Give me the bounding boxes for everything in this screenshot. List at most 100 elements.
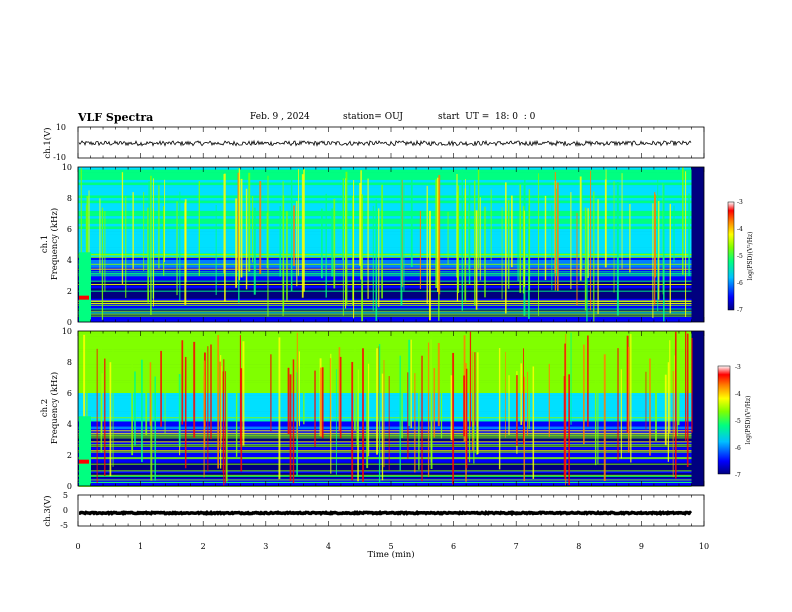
spectrogram-burst [240,368,243,472]
ch2-colorbar-gradient [717,365,731,475]
spectrogram-line [78,458,692,460]
spectrogram-burst [528,189,531,291]
spectrogram-burst [691,337,693,433]
spectrogram-line [78,303,692,304]
spectrogram-burst [181,340,184,425]
ch1-ytick-8: 8 [67,194,72,203]
ch1-cbar-tick-neg6: -6 [737,280,743,287]
spectrogram-burst [375,199,378,321]
spectrogram-line [78,432,692,434]
spectrogram-line [78,273,692,275]
spectrogram-line [78,437,692,439]
spectrogram-burst [629,203,631,273]
spectrogram-band [78,265,692,269]
spectrogram-band [78,239,692,243]
spectrogram-band [78,356,692,360]
spectrogram-burst [381,373,384,481]
spectrogram-band [78,447,692,451]
spectrogram-burst [388,376,390,471]
spectrogram-burst [664,374,667,446]
spectrogram-band [78,182,692,186]
spectrogram-burst [452,352,455,485]
spectrogram-burst [184,199,187,283]
spectrogram-burst [296,332,298,440]
spectrogram-burst [669,203,671,314]
spectrogram-burst [359,182,361,266]
spectrogram-burst [484,206,486,298]
spectrogram-burst [325,193,327,298]
spectrogram-burst [96,348,98,484]
spectrogram-burst [381,184,383,299]
spectrogram-burst [430,332,433,470]
spectrogram-burst [426,185,428,305]
spectrogram-burst [203,360,206,448]
ch1-colorbar-gradient [727,201,735,311]
spectrogram-burst [587,335,589,427]
spectrogram-burst [224,173,226,302]
spectrogram-burst [686,333,689,467]
spectrogram-band [78,288,692,292]
spectrogram-burst [179,191,181,301]
spectrogram-line [78,263,692,265]
spectrogram-burst [217,335,219,469]
spectrogram-burst [528,375,530,430]
spectrogram-band [78,316,692,320]
spectrogram-band [78,192,692,196]
spectrogram-burst [220,365,222,444]
spectrogram-burst [501,207,503,300]
spectrogram-band [78,351,692,355]
spectrogram-burst [360,170,362,280]
ch3-ytick-0: 0 [63,506,68,515]
spectrogram-burst [538,173,539,316]
spectrogram-burst [333,198,336,289]
ch1-colorbar-label: log(PSD)(V²/Hz) [747,232,754,281]
spectrogram-burst [421,355,423,482]
spectrogram-burst [259,181,262,275]
spectrogram-burst [474,352,476,426]
spectrogram-line [78,268,692,270]
spectrogram-burst [667,362,669,462]
spectrogram-burst [594,373,597,466]
spectrogram-line [78,256,692,258]
spectrogram-burst [158,185,160,269]
spectrogram-burst [290,170,293,292]
spectrogram-band [78,439,692,443]
spectrogram-band [78,369,692,373]
spectrogram-burst [131,356,134,456]
spectrogram-burst [376,348,378,455]
spectrogram-line [78,304,692,306]
spectrogram-line [78,290,692,292]
spectrogram-burst [438,174,441,295]
spectrogram-burst [296,200,298,287]
spectrogram-burst [548,363,550,437]
ch1-ytick-4: 4 [67,256,72,265]
ch3-waveform-ylabel: ch.3(V) [42,495,53,526]
spectrogram-burst [178,374,181,447]
spectrogram-burst [597,199,599,315]
spectrogram-band [78,177,692,181]
spectrogram-burst [626,335,629,433]
spectrogram-burst [672,370,674,478]
spectrogram-line [78,435,692,437]
spectrogram-burst [198,181,200,276]
spectrogram-burst [477,169,480,269]
xtick-label-4: 4 [326,542,331,551]
ch2-channel-label: ch.2 [40,399,50,417]
spectrogram-burst [469,331,472,427]
spectrogram-band [78,452,692,456]
spectrogram-burst [301,174,304,298]
spectrogram-burst [242,341,245,446]
spectrogram-band [78,231,692,235]
spectrogram-band [78,298,692,302]
spectrogram-line [78,470,692,472]
spectrogram-burst [583,344,585,444]
ch1-cbar-tick-neg4: -4 [737,226,743,233]
spectrogram-band [78,483,692,487]
spectrogram-band [78,293,692,297]
spectrogram-burst [584,207,587,311]
spectrogram-band [78,395,692,399]
spectrogram-burst [447,211,449,265]
spectrogram-burst [134,371,136,446]
spectrogram-burst [267,175,269,317]
spectrogram-line [78,420,692,422]
